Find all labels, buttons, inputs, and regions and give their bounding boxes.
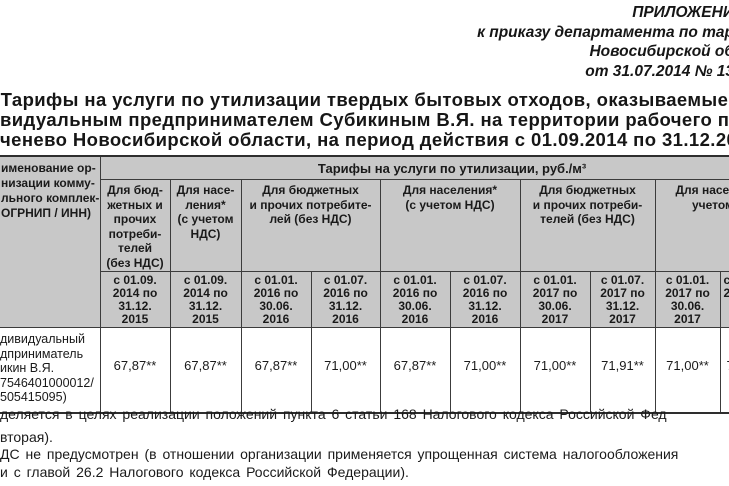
- footnote-line: деляется в целях реализации положений пу…: [0, 406, 667, 422]
- period-cell: с 01.01. 2017 по 30.06. 2017: [654, 271, 721, 328]
- footnote-line: вторая).: [0, 429, 53, 445]
- tariff-value-cell: 71,00**: [449, 327, 521, 414]
- period-cell: с 01.07. 2016 по 31.12. 2016: [449, 271, 521, 328]
- tariff-value-cell: 71,00**: [654, 327, 721, 414]
- period-cell: с 01.01. 2017 по 30.06. 2017: [519, 271, 591, 328]
- tariff-table-wrapper: именование ор- низации комму- льного ком…: [0, 155, 729, 414]
- appendix-line: ПРИЛОЖЕНИ: [632, 4, 729, 21]
- tariff-value-cell: 7: [719, 327, 729, 414]
- appendix-line: от 31.07.2014 № 13: [585, 62, 729, 80]
- column-header-budget-2: Для бюджетных и прочих потребите- лей (б…: [240, 179, 381, 272]
- org-column-header: именование ор- низации комму- льного ком…: [0, 155, 101, 328]
- period-cell: с 01.09. 2014 по 31.12. 2015: [169, 271, 242, 328]
- title-line: ченево Новосибирской области, на период …: [0, 129, 729, 150]
- appendix-reference: ПРИЛОЖЕНИ к приказу департамента по тар …: [477, 3, 729, 81]
- org-name-cell: дивидуальный дприниматель икин В.Я. 7546…: [0, 327, 101, 414]
- period-cell: с 01.09. 2014 по 31.12. 2015: [99, 271, 171, 328]
- tariff-value-cell: 71,91**: [589, 327, 656, 414]
- title-line: видуальным предпринимателем Субикиным В.…: [0, 109, 729, 130]
- title-line: Тарифы на услуги по утилизации твердых б…: [0, 89, 729, 110]
- column-header-budget-1: Для бюд- жетных и прочих потреби- телей …: [99, 179, 171, 272]
- tariff-value-cell: 67,87**: [240, 327, 312, 414]
- column-header-population-1: Для насе- ления* (с учетом НДС): [169, 179, 242, 272]
- period-cell: с 01.07. 2016 по 31.12. 2016: [310, 271, 381, 328]
- tariff-table: именование ор- низации комму- льного ком…: [0, 155, 729, 414]
- column-header-population-2: Для населения* (с учетом НДС): [379, 179, 521, 272]
- appendix-line: к приказу департамента по тар: [477, 23, 729, 41]
- page-title: Тарифы на услуги по утилизации твердых б…: [0, 90, 729, 150]
- period-cell: с 01.01. 2016 по 30.06. 2016: [379, 271, 451, 328]
- appendix-line: Новосибирской об: [589, 43, 729, 60]
- period-cell: с 01.07. 2017 по 31.12. 2017: [589, 271, 656, 328]
- footnote-line: ДС не предусмотрен (в отношении организа…: [0, 446, 679, 462]
- footnote-line: и с главой 26.2 Налогового кодекса Росси…: [0, 464, 409, 480]
- table-group-header: Тарифы на услуги по утилизации, руб./м³: [99, 155, 729, 180]
- tariff-value-cell: 67,87**: [379, 327, 451, 414]
- tariff-value-cell: 71,00**: [310, 327, 381, 414]
- period-cell: с 01.01. 2016 по 30.06. 2016: [240, 271, 312, 328]
- tariff-value-cell: 71,00**: [519, 327, 591, 414]
- period-cell: с 01.07. 2017 по: [719, 271, 729, 328]
- tariff-value-cell: 67,87**: [169, 327, 242, 414]
- column-header-population-3: Для населения* (с учетом НДС): [654, 179, 729, 272]
- tariff-value-cell: 67,87**: [99, 327, 171, 414]
- column-header-budget-3: Для бюджетных и прочих потреби- телей (б…: [519, 179, 656, 272]
